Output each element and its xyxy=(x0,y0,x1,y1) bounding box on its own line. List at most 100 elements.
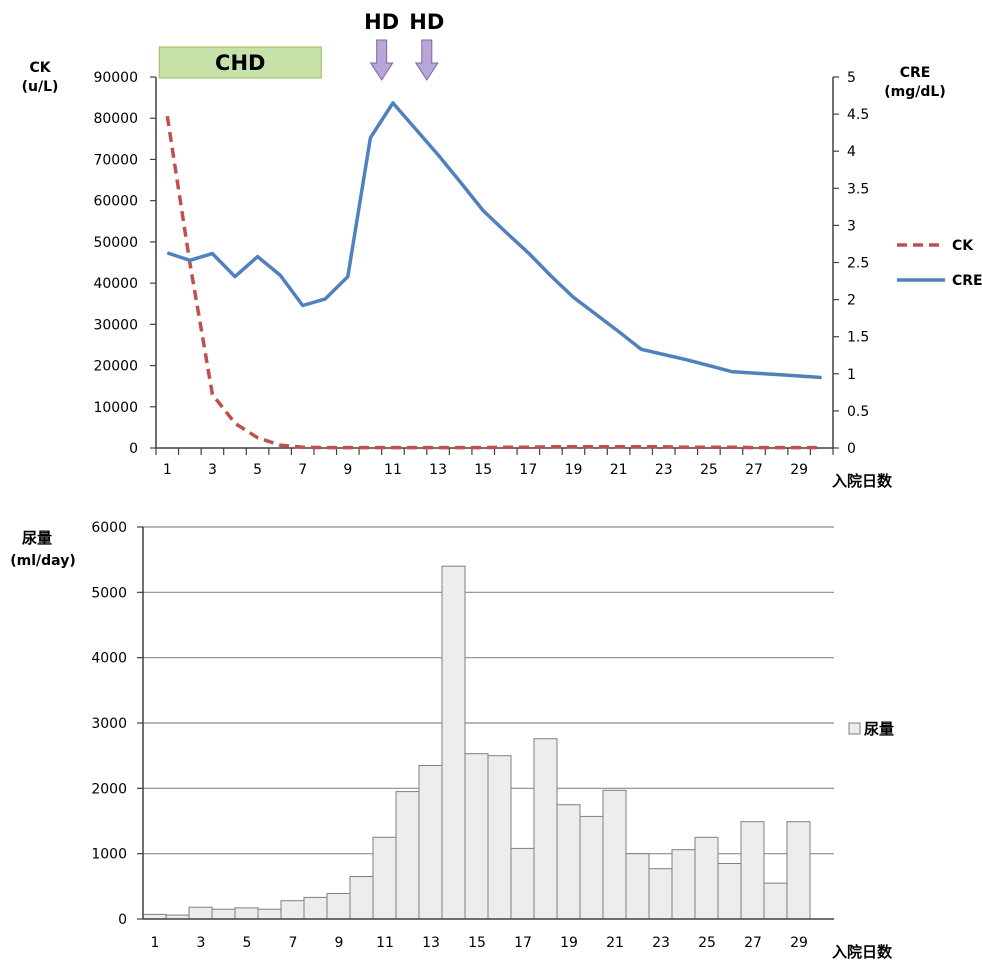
top-x-tick-label: 21 xyxy=(610,462,628,478)
bottom-x-tick-label: 25 xyxy=(698,935,716,951)
cre-axis-title-line2: (mg/dL) xyxy=(884,84,945,100)
urine-bar xyxy=(280,900,305,920)
urine-bar xyxy=(694,836,719,920)
urine-bar xyxy=(211,908,236,920)
series-line-ck xyxy=(165,115,822,450)
hd-label: HD xyxy=(409,10,444,34)
urine-bar xyxy=(234,907,259,920)
urine-bar xyxy=(326,893,351,920)
cre-axis-title-line1: CRE xyxy=(900,65,931,81)
legend-label-cre: CRE xyxy=(952,273,982,289)
cre-tick-label: 1 xyxy=(847,367,856,383)
ck-tick-label: 10000 xyxy=(93,400,138,416)
cre-tick-label: 4 xyxy=(847,144,856,160)
bottom-x-tick-label: 3 xyxy=(197,935,206,951)
cre-tick-label: 1.5 xyxy=(847,330,869,346)
ck-tick-label: 90000 xyxy=(93,70,138,86)
top-series-lines xyxy=(165,101,822,450)
bottom-x-axis-title: 入院日数 xyxy=(832,943,893,961)
urine-bar xyxy=(257,908,282,920)
hd-label: HD xyxy=(364,10,399,34)
hd-arrow-icon xyxy=(369,39,394,81)
ck-axis-ticks: 0 10000 20000 30000 40000 50000 60000 70000 8000… xyxy=(93,70,156,457)
urine-bar xyxy=(464,753,489,920)
bottom-x-tick-label: 5 xyxy=(243,935,252,951)
chd-label: CHD xyxy=(215,51,265,75)
urine-bar xyxy=(510,847,535,920)
cre-tick-label: 2.5 xyxy=(847,256,869,272)
top-x-axis-ticks: 1 3 5 7 9 11 13 15 17 19 21 23 25 27 29 xyxy=(155,448,834,478)
bottom-x-tick-label: 11 xyxy=(376,935,394,951)
urine-bar xyxy=(740,821,765,920)
bottom-x-tick-label: 27 xyxy=(744,935,762,951)
urine-axis-title-line1: 尿量 xyxy=(22,529,52,547)
top-x-tick-label: 29 xyxy=(790,462,808,478)
top-x-tick-label: 23 xyxy=(655,462,673,478)
cre-tick-label: 2 xyxy=(847,293,856,309)
hd-arrow-icon xyxy=(414,39,439,81)
top-x-tick-label: 9 xyxy=(343,462,352,478)
urine-bar xyxy=(188,906,213,920)
bottom-x-tick-label: 21 xyxy=(606,935,624,951)
top-x-tick-label: 5 xyxy=(253,462,262,478)
urine-bar xyxy=(625,853,650,920)
urine-axis-title-line2: (ml/day) xyxy=(10,553,75,569)
bottom-x-tick-label: 15 xyxy=(468,935,486,951)
urine-tick-label: 4000 xyxy=(91,651,127,667)
bottom-x-tick-label: 1 xyxy=(151,935,160,951)
legend-label-ck: CK xyxy=(952,238,974,254)
urine-bar xyxy=(556,804,581,920)
legend-swatch-urine xyxy=(848,722,861,735)
top-x-tick-label: 15 xyxy=(474,462,492,478)
top-x-tick-label: 19 xyxy=(565,462,583,478)
urine-tick-label: 3000 xyxy=(91,716,127,732)
urine-bar xyxy=(418,765,443,920)
top-x-tick-label: 25 xyxy=(700,462,718,478)
top-x-tick-label: 13 xyxy=(429,462,447,478)
top-x-tick-label: 3 xyxy=(208,462,217,478)
bottom-x-tick-label: 7 xyxy=(289,935,298,951)
bottom-x-tick-label: 29 xyxy=(790,935,808,951)
top-x-tick-label: 11 xyxy=(384,462,402,478)
urine-axis-ticks: 0 1000 2000 3000 4000 5000 6000 xyxy=(91,520,143,928)
urine-bar xyxy=(602,789,627,920)
ck-axis-title-line1: CK xyxy=(29,60,51,76)
urine-bar xyxy=(579,815,604,920)
top-x-tick-label: 17 xyxy=(519,462,537,478)
top-legend: CK CRE xyxy=(897,238,982,289)
urine-bar xyxy=(648,868,673,920)
urine-bar xyxy=(372,836,397,920)
ck-tick-label: 50000 xyxy=(93,235,138,251)
cre-tick-label: 5 xyxy=(847,70,856,86)
treatment-annotations: CHD HD HD xyxy=(158,10,444,81)
top-x-tick-label: 27 xyxy=(745,462,763,478)
top-x-tick-label: 7 xyxy=(298,462,307,478)
legend-label-urine: 尿量 xyxy=(864,720,894,738)
bottom-x-tick-label: 19 xyxy=(560,935,578,951)
chd-bar xyxy=(158,46,322,79)
urine-bar xyxy=(441,565,466,920)
ck-axis-title-line2: (u/L) xyxy=(22,79,59,95)
bottom-x-tick-label: 23 xyxy=(652,935,670,951)
bottom-x-tick-label: 17 xyxy=(514,935,532,951)
urine-bar xyxy=(671,849,696,920)
bottom-legend: 尿量 xyxy=(848,720,894,738)
urine-tick-label: 0 xyxy=(118,912,127,928)
series-line-cre xyxy=(166,101,822,380)
bottom-x-axis-ticks: 1 3 5 7 9 11 13 15 17 19 21 23 25 27 29 xyxy=(151,935,808,951)
top-chart-axes xyxy=(155,77,834,449)
ck-tick-label: 0 xyxy=(129,441,138,457)
urine-bar xyxy=(349,876,374,920)
urine-bar xyxy=(487,755,512,920)
ck-tick-label: 20000 xyxy=(93,359,138,375)
ck-tick-label: 60000 xyxy=(93,194,138,210)
urine-bar xyxy=(303,896,328,920)
urine-tick-label: 5000 xyxy=(91,585,127,601)
urine-bar xyxy=(395,791,420,920)
cre-tick-label: 4.5 xyxy=(847,107,869,123)
ck-tick-label: 30000 xyxy=(93,317,138,333)
urine-bar xyxy=(763,882,788,920)
urine-bar xyxy=(533,738,558,920)
